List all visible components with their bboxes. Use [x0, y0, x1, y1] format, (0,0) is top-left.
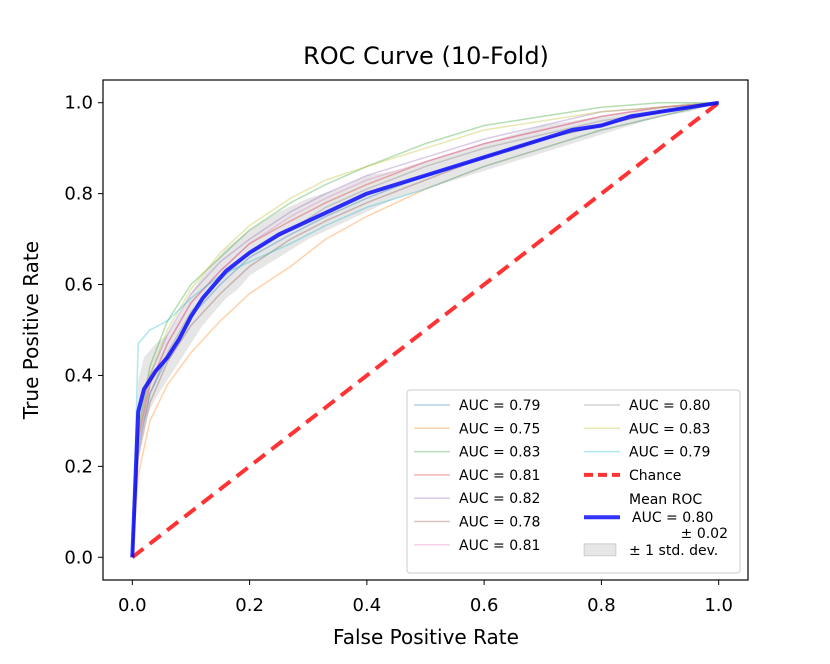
- y-tick-label: 0.4: [64, 365, 93, 386]
- legend-fold-5-label: AUC = 0.82: [459, 491, 540, 507]
- legend-fold-1-label: AUC = 0.79: [459, 398, 540, 414]
- legend-mean-roc-std: ± 0.02: [681, 526, 728, 542]
- fold-1-roc-line: [131, 101, 719, 558]
- legend-std-band-swatch: [583, 543, 617, 557]
- mean-roc-layer: [130, 100, 720, 558]
- legend-box: [406, 389, 741, 574]
- fold-2-roc-line: [131, 101, 719, 558]
- x-axis-ticks: 0.0 0.2 0.4 0.6 0.8 1.0: [118, 580, 733, 616]
- y-axis-ticks: 0.0 0.2 0.4 0.6 0.8 1.0: [64, 93, 103, 568]
- legend-fold-10-label: AUC = 0.79: [629, 445, 710, 461]
- legend-fold-2-label: AUC = 0.75: [459, 421, 540, 437]
- legend-chance-label: Chance: [629, 468, 681, 484]
- legend-fold-8-label: AUC = 0.80: [629, 398, 710, 414]
- y-axis-label: True Positive Rate: [19, 241, 43, 420]
- axes-frame: [102, 79, 749, 581]
- chance-line-layer: [131, 101, 720, 559]
- x-tick-label: 0.6: [470, 595, 499, 616]
- x-axis-label: False Positive Rate: [333, 625, 519, 649]
- fold-curves: [131, 101, 719, 558]
- y-tick-label: 0.8: [64, 184, 93, 205]
- legend-std-band-label: ± 1 std. dev.: [629, 543, 718, 559]
- legend-mean-roc-label: Mean ROC: [629, 492, 702, 508]
- legend-mean-roc-auc: AUC = 0.80: [632, 510, 713, 526]
- fold-7-roc-line: [131, 101, 719, 558]
- x-tick-label: 1.0: [704, 595, 733, 616]
- legend: AUC = 0.79 AUC = 0.75 AUC = 0.83 AUC = 0.81…: [406, 389, 741, 574]
- x-tick-label: 0.0: [118, 595, 147, 616]
- y-tick-label: 0.0: [64, 547, 93, 568]
- chance-line: [131, 101, 720, 559]
- legend-fold-3-label: AUC = 0.83: [459, 445, 540, 461]
- y-tick-label: 1.0: [64, 93, 93, 114]
- legend-fold-9-label: AUC = 0.83: [629, 421, 710, 437]
- legend-fold-4-label: AUC = 0.81: [459, 468, 540, 484]
- plot-area: [130, 100, 720, 559]
- y-tick-label: 0.6: [64, 275, 93, 296]
- std-band-layer: [132, 102, 719, 558]
- fold-5-roc-line: [131, 101, 719, 558]
- x-tick-label: 0.2: [235, 595, 264, 616]
- fold-9-roc-line: [131, 101, 719, 558]
- fold-3-roc-line: [131, 101, 719, 558]
- mean-roc-line: [130, 100, 720, 558]
- legend-fold-7-label: AUC = 0.81: [459, 538, 540, 554]
- fold-6-roc-line: [131, 101, 719, 558]
- y-tick-label: 0.2: [64, 456, 93, 477]
- std-dev-band: [132, 102, 719, 558]
- fold-4-roc-line: [131, 101, 719, 558]
- fold-10-roc-line: [131, 101, 719, 558]
- legend-entries: AUC = 0.79 AUC = 0.75 AUC = 0.83 AUC = 0.81…: [414, 398, 728, 559]
- chart-title: ROC Curve (10-Fold): [303, 42, 549, 70]
- x-tick-label: 0.4: [353, 595, 382, 616]
- x-tick-label: 0.8: [587, 595, 616, 616]
- fold-8-roc-line: [131, 101, 719, 558]
- legend-fold-6-label: AUC = 0.78: [459, 515, 540, 531]
